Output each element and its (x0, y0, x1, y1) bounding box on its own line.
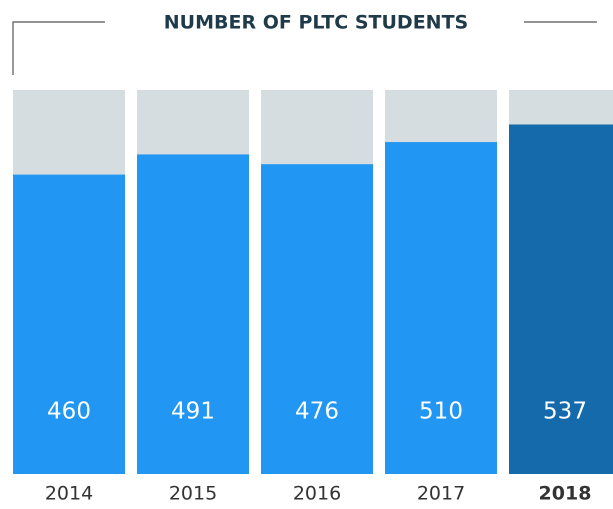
bar (385, 142, 497, 474)
x-tick-label: 2015 (169, 483, 217, 505)
x-tick-label: 2018 (539, 483, 592, 505)
bar (13, 174, 125, 474)
x-tick-label: 2016 (293, 483, 341, 505)
value-label: 460 (47, 399, 91, 425)
bar (509, 124, 613, 474)
value-label: 537 (543, 399, 587, 425)
bar (261, 164, 373, 475)
value-label: 476 (295, 399, 339, 425)
x-tick-label: 2014 (45, 483, 93, 505)
value-label: 491 (171, 399, 215, 425)
chart-title: NUMBER OF PLTC STUDENTS (164, 12, 468, 34)
x-tick-label: 2017 (417, 483, 465, 505)
title-frame-left (12, 21, 105, 75)
value-label: 510 (419, 399, 463, 425)
bar (137, 154, 249, 474)
